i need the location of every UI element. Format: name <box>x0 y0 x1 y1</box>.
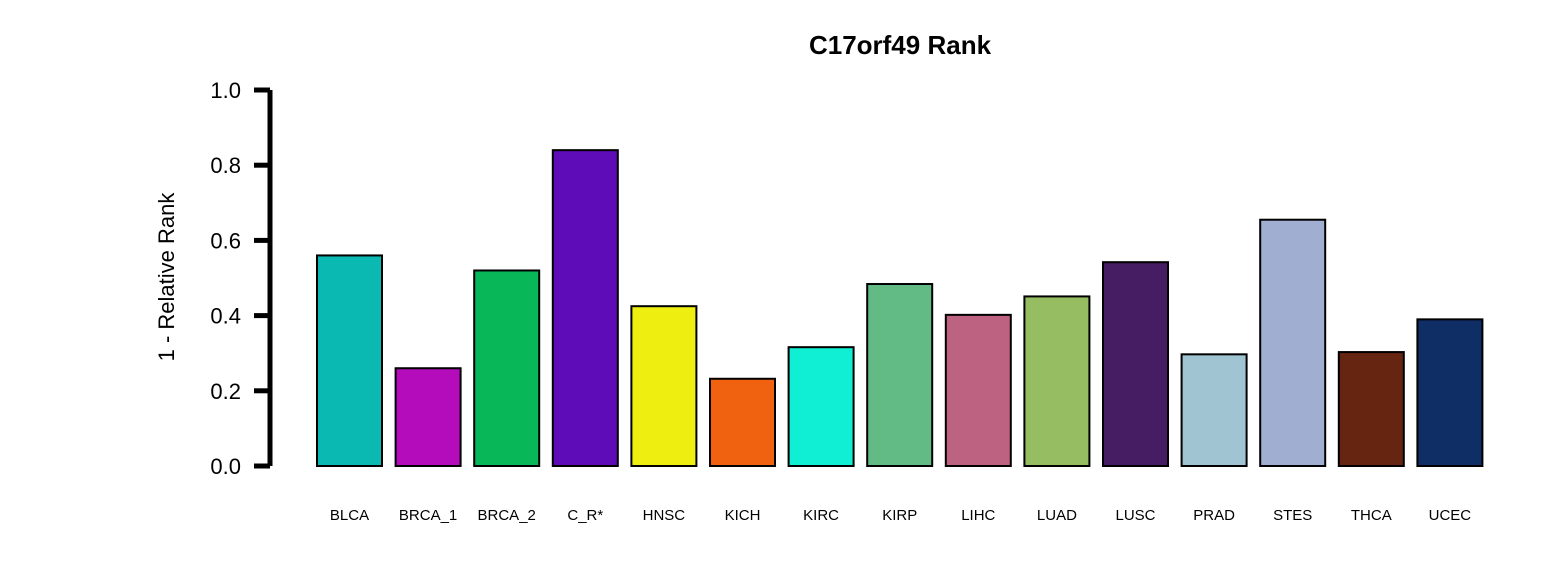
bar-c-r <box>551 149 619 467</box>
y-tick-label: 0.6 <box>210 228 241 253</box>
bar-kirp <box>866 283 934 467</box>
x-tick-label: BRCA_1 <box>399 507 457 524</box>
bar-kich <box>709 377 776 468</box>
x-tick-label: PRAD <box>1193 507 1235 524</box>
bar-luad <box>1023 295 1091 468</box>
x-tick-label: KIRP <box>882 507 917 524</box>
x-tick-label: LUAD <box>1037 507 1077 524</box>
x-tick-label: BLCA <box>330 507 369 524</box>
y-axis: 0.0 0.2 0.4 0.6 0.8 1.0 <box>210 78 273 479</box>
x-tick-label: STES <box>1273 507 1312 524</box>
bar-prad <box>1180 353 1248 467</box>
bar-lihc <box>944 313 1012 467</box>
x-axis-tick-labels: BLCA BRCA_1 BRCA_2 C_R* HNSC KICH KIRC KIRP LIHC… <box>330 507 1471 524</box>
bars <box>316 149 1484 468</box>
y-tick-label: 1.0 <box>210 78 241 103</box>
y-axis-label: 1 - Relative Rank <box>154 192 179 362</box>
x-tick-label: KIRC <box>803 507 839 524</box>
x-tick-label: BRCA_2 <box>478 507 536 524</box>
bar-ucec <box>1416 318 1484 467</box>
x-tick-label: LUSC <box>1115 507 1155 524</box>
bar-lusc <box>1102 261 1169 468</box>
x-tick-label: HNSC <box>643 507 686 524</box>
bar-brca-2 <box>473 269 541 468</box>
x-tick-label: LIHC <box>961 507 995 524</box>
y-tick-label: 0.8 <box>210 153 241 178</box>
y-tick-label: 0.2 <box>210 379 241 404</box>
bar-stes <box>1259 218 1327 467</box>
bar-hnsc <box>630 305 698 468</box>
chart-title: C17orf49 Rank <box>809 30 992 60</box>
x-tick-label: THCA <box>1351 507 1392 524</box>
bar-brca-1 <box>394 367 462 467</box>
x-tick-label: C_R* <box>567 507 603 524</box>
bar-blca <box>316 254 383 467</box>
x-tick-label: KICH <box>725 507 761 524</box>
y-tick-label: 0.0 <box>210 454 241 479</box>
bar-kirc <box>787 346 855 467</box>
y-tick-label: 0.4 <box>210 304 241 329</box>
bar-thca <box>1337 351 1405 467</box>
x-tick-label: UCEC <box>1429 507 1472 524</box>
